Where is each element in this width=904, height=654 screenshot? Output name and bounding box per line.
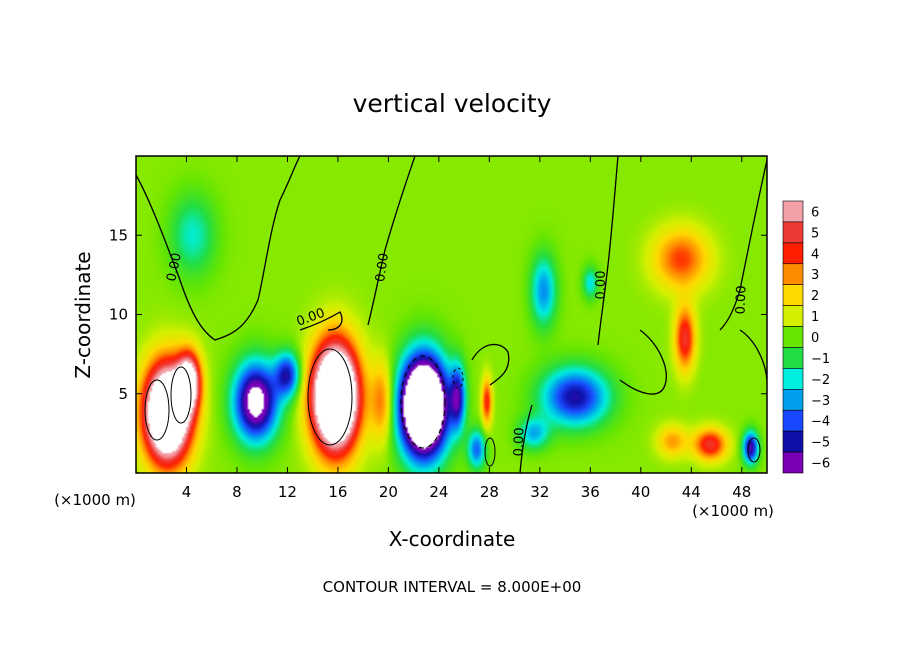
colorbar-label: 0 bbox=[811, 331, 819, 346]
contour-ring bbox=[452, 367, 464, 389]
colorbar-label: −4 bbox=[811, 415, 830, 430]
colorbar-label: 4 bbox=[811, 247, 819, 262]
x-unit-label-right: (×1000 m) bbox=[692, 502, 774, 520]
colorbar-label: 2 bbox=[811, 289, 819, 304]
contour-ring bbox=[144, 379, 170, 441]
y-tick-label: 5 bbox=[118, 385, 128, 403]
colorbar-swatch bbox=[782, 200, 804, 223]
zero-contour bbox=[299, 311, 343, 331]
colorbar: 6 5 4 3 2 1 0 −1 −2 −3 −4 −5 −6 bbox=[782, 200, 830, 474]
plot-area: 0.00 0.000.000.000.000.00 bbox=[135, 155, 768, 474]
contour-ring bbox=[170, 366, 192, 424]
contour-interval-note: CONTOUR INTERVAL = 8.000E+00 bbox=[323, 578, 582, 596]
y-axis: 5 10 15 bbox=[109, 226, 767, 403]
y-tick-label: 15 bbox=[109, 226, 128, 244]
zero-contour bbox=[471, 343, 510, 386]
x-tick-label: 4 bbox=[182, 483, 192, 501]
x-tick-label: 40 bbox=[631, 483, 650, 501]
zero-contour bbox=[597, 156, 619, 346]
contour-label: 0.00 bbox=[594, 271, 609, 300]
colorbar-swatch bbox=[782, 451, 804, 474]
x-tick-label: 32 bbox=[530, 483, 549, 501]
colorbar-swatch bbox=[782, 389, 804, 411]
contour-label: 0.00 bbox=[512, 427, 528, 456]
contour-ring bbox=[400, 355, 446, 449]
x-tick-label: 12 bbox=[278, 483, 297, 501]
x-tick-label: 16 bbox=[328, 483, 347, 501]
x-tick-label: 8 bbox=[232, 483, 242, 501]
colorbar-label: 6 bbox=[811, 205, 819, 220]
velocity-heatmap bbox=[136, 156, 767, 473]
colorbar-label: −1 bbox=[811, 352, 830, 367]
colorbar-label: 3 bbox=[811, 268, 819, 283]
colorbar-label: −6 bbox=[811, 457, 830, 472]
colorbar-label: 5 bbox=[811, 226, 819, 241]
colorbar-swatch bbox=[782, 368, 804, 390]
colorbar-swatch bbox=[782, 284, 804, 306]
x-tick-label: 48 bbox=[732, 483, 751, 501]
contour-ring bbox=[307, 348, 353, 446]
colorbar-swatch bbox=[782, 263, 804, 285]
contour-label: 0.00 bbox=[164, 252, 185, 283]
x-tick-label: 24 bbox=[429, 483, 448, 501]
x-tick-label: 44 bbox=[682, 483, 701, 501]
x-tick-label: 36 bbox=[581, 483, 600, 501]
x-axis-label: X-coordinate bbox=[389, 527, 516, 551]
zero-contour bbox=[719, 159, 767, 331]
contour-ring bbox=[484, 437, 496, 467]
zero-contour bbox=[367, 156, 416, 326]
x-tick-label: 20 bbox=[379, 483, 398, 501]
contour-labels: 0.00 0.000.000.000.000.00 bbox=[164, 252, 749, 457]
colorbar-swatch bbox=[782, 305, 804, 327]
x-tick-label: 28 bbox=[480, 483, 499, 501]
colorbar-swatch bbox=[782, 221, 804, 244]
colorbar-swatch bbox=[782, 347, 804, 369]
x-unit-label-left: (×1000 m) bbox=[54, 491, 136, 509]
contour-lines bbox=[136, 156, 767, 473]
colorbar-label: −2 bbox=[811, 373, 830, 388]
colorbar-label: −3 bbox=[811, 394, 830, 409]
zero-contour bbox=[519, 404, 533, 473]
contour-ring bbox=[747, 437, 761, 463]
colorbar-swatch bbox=[782, 430, 804, 453]
zero-contour bbox=[619, 329, 667, 395]
y-axis-label: Z-coordinate bbox=[71, 251, 95, 378]
colorbar-label: 1 bbox=[811, 310, 819, 325]
zero-contour bbox=[136, 156, 301, 341]
contour-label: 0.00 bbox=[734, 285, 750, 314]
colorbar-swatch bbox=[782, 326, 804, 348]
y-tick-label: 10 bbox=[109, 306, 128, 324]
contour-label: 0.00 bbox=[373, 252, 392, 283]
colorbar-swatch bbox=[782, 409, 804, 432]
colorbar-swatch bbox=[782, 242, 804, 265]
colorbar-label: −5 bbox=[811, 436, 830, 451]
chart-title: vertical velocity bbox=[353, 89, 552, 118]
x-axis: 4 8 12 16 20 24 28 32 36 40 44 48 bbox=[182, 156, 751, 501]
